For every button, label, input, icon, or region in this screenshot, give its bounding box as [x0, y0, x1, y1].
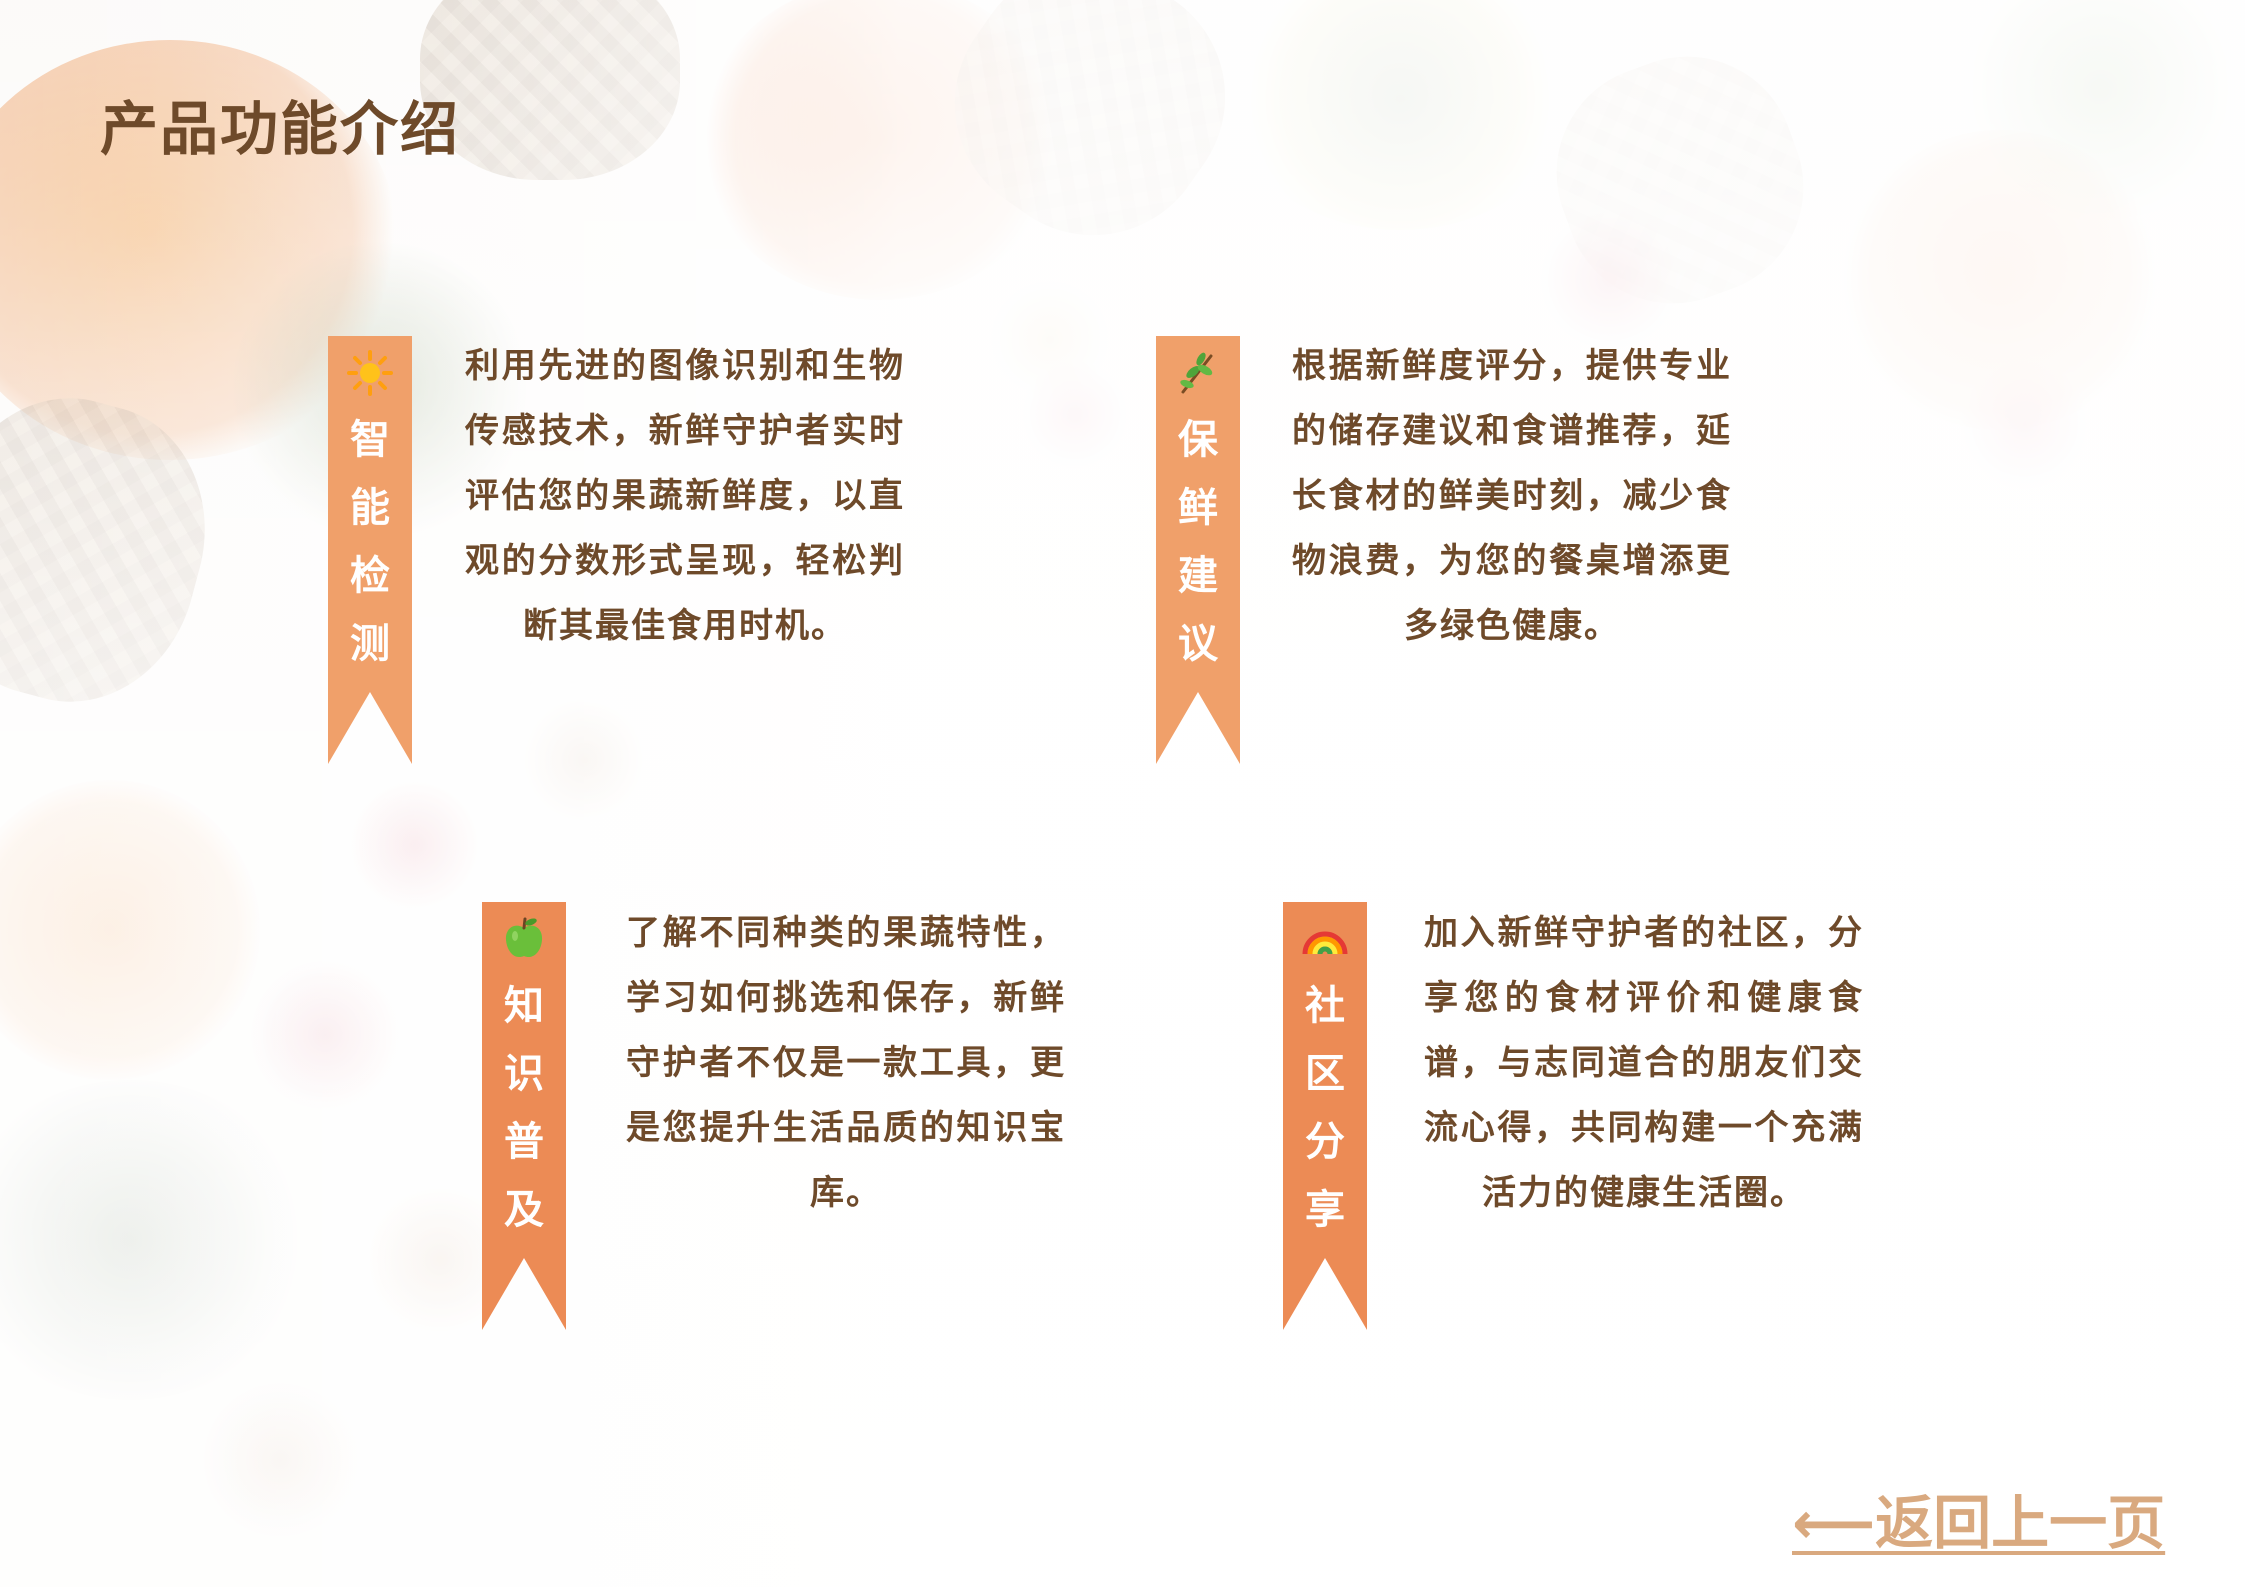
page-title: 产品功能介绍: [100, 95, 461, 163]
feature-description-community: 加入新鲜守护者的社区，分享您的食材评价和健康食谱，与志同道合的朋友们交流心得，共…: [1424, 913, 1864, 1213]
rainbow-icon: [1302, 916, 1348, 962]
feature-label-community: 社区分享: [1305, 983, 1345, 1233]
feature-ribbon-smart-detection: 智能检测: [328, 336, 412, 764]
apple-icon: [501, 916, 547, 962]
feature-label-smart-detection: 智能检测: [350, 417, 390, 667]
feature-label-preservation-advice: 保鲜建议: [1178, 417, 1218, 667]
feature-ribbon-knowledge: 知识普及: [482, 902, 566, 1330]
back-to-previous-page-link[interactable]: ⟵返回上一页: [1792, 1489, 2166, 1557]
feature-label-knowledge: 知识普及: [504, 983, 544, 1233]
herb-icon: [1175, 350, 1221, 396]
feature-description-preservation-advice: 根据新鲜度评分，提供专业的储存建议和食谱推荐，延长食材的鲜美时刻，减少食物浪费，…: [1292, 346, 1732, 646]
feature-description-knowledge: 了解不同种类的果蔬特性，学习如何挑选和保存，新鲜守护者不仅是一款工具，更是您提升…: [626, 913, 1066, 1213]
feature-description-smart-detection: 利用先进的图像识别和生物传感技术，新鲜守护者实时评估您的果蔬新鲜度，以直观的分数…: [465, 346, 905, 646]
sun-icon: [347, 350, 393, 396]
